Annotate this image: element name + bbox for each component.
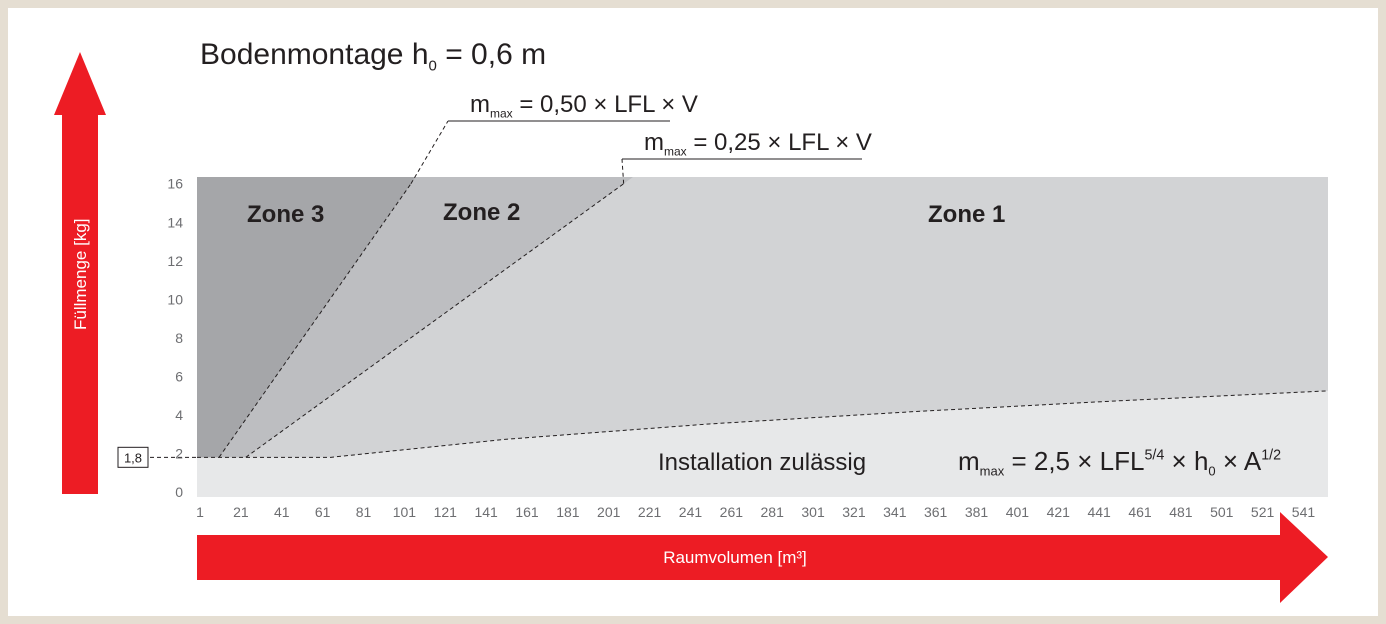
text-part: = 2,5 × LFL (1004, 446, 1144, 476)
x-tick-label: 101 (393, 504, 417, 520)
x-tick-label: 141 (474, 504, 498, 520)
line-label: mmax = 0,25 × LFL × V (644, 129, 872, 158)
text-part: 1/2 (1261, 448, 1281, 464)
x-tick-label: 321 (842, 504, 866, 520)
text-part: max (980, 464, 1005, 479)
y-tick-label: 6 (175, 368, 183, 384)
line-label: mmax = 0,50 × LFL × V (470, 91, 698, 120)
leader-line (410, 120, 449, 184)
x-tick-label: 521 (1251, 504, 1275, 520)
y-axis-arrow (54, 52, 106, 494)
x-tick-label: 241 (679, 504, 703, 520)
y-tick-label: 8 (175, 330, 183, 346)
base-label: Installation zulässig (658, 449, 866, 476)
threshold-label: 1,8 (124, 450, 142, 465)
x-tick-label: 161 (515, 504, 539, 520)
x-tick-label: 341 (883, 504, 907, 520)
x-axis-arrow (197, 512, 1328, 603)
chart-title: Bodenmontage h0 = 0,6 m (200, 38, 546, 75)
x-tick-label: 201 (597, 504, 621, 520)
x-tick-label: 121 (434, 504, 458, 520)
y-tick-label: 16 (167, 176, 183, 192)
y-tick-label: 14 (167, 214, 183, 230)
text-part: Bodenmontage h (200, 38, 429, 71)
x-tick-label: 281 (761, 504, 785, 520)
x-tick-label: 181 (556, 504, 580, 520)
x-tick-label: 1 (196, 504, 204, 520)
zone-label: Zone 2 (443, 199, 520, 226)
x-tick-label: 81 (356, 504, 372, 520)
x-tick-label: 421 (1047, 504, 1071, 520)
text-part: m (958, 446, 980, 476)
x-tick-label: 221 (638, 504, 662, 520)
x-tick-label: 61 (315, 504, 331, 520)
threshold-box (117, 446, 149, 468)
x-tick-label: 301 (801, 504, 825, 520)
limit-line (197, 390, 1329, 458)
text-part: max (490, 106, 513, 120)
text-part: 5/4 (1144, 448, 1164, 464)
x-tick-label: 381 (965, 504, 989, 520)
zone-area (197, 177, 416, 458)
y-tick-label: 4 (175, 407, 183, 423)
y-tick-label: 2 (175, 445, 183, 461)
x-tick-label: 541 (1292, 504, 1316, 520)
x-tick-label: 21 (233, 504, 249, 520)
x-axis-label: Raumvolumen [m³] (663, 548, 807, 567)
text-part: max (664, 144, 687, 158)
text-part: = 0,6 m (437, 38, 546, 71)
text-part: m (470, 91, 490, 118)
x-tick-label: 401 (1006, 504, 1030, 520)
x-tick-label: 481 (1169, 504, 1193, 520)
x-tick-label: 361 (924, 504, 948, 520)
text-part: = 0,25 × LFL × V (687, 129, 872, 156)
line-label: mmax = 2,5 × LFL5/4 × h0 × A1/2 (958, 446, 1281, 479)
y-axis-label: Füllmenge [kg] (71, 219, 90, 331)
text-part: × h (1164, 446, 1208, 476)
x-tick-label: 261 (720, 504, 744, 520)
y-tick-label: 12 (167, 253, 183, 269)
x-tick-label: 461 (1128, 504, 1152, 520)
text-part: × A (1216, 446, 1262, 476)
zone-label: Zone 3 (247, 201, 324, 228)
text-part: 0 (1208, 464, 1215, 479)
y-tick-label: 10 (167, 291, 183, 307)
x-tick-label: 41 (274, 504, 290, 520)
x-tick-label: 441 (1087, 504, 1111, 520)
x-tick-label: 501 (1210, 504, 1234, 520)
text-part: 0 (429, 58, 437, 75)
base-area (197, 390, 1328, 497)
zone-label: Zone 1 (928, 201, 1005, 228)
limit-line (245, 183, 624, 458)
text-part: = 0,50 × LFL × V (513, 91, 698, 118)
y-tick-label: 0 (175, 484, 183, 500)
text-part: m (644, 129, 664, 156)
